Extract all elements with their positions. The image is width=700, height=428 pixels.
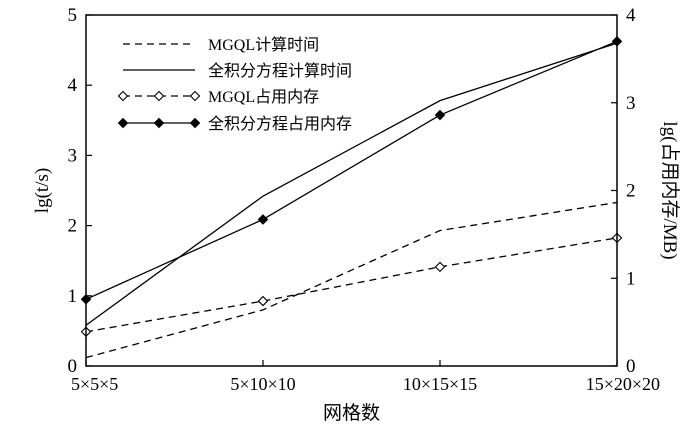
legend-marker xyxy=(117,90,129,102)
legend-marker xyxy=(117,117,129,129)
y-left-axis-title: lg(t/s) xyxy=(32,168,53,213)
x-tick-label: 5×5×5 xyxy=(71,374,118,394)
legend-label: MGQL计算时间 xyxy=(208,35,319,54)
series-line xyxy=(85,42,618,326)
x-tick-label: 15×20×20 xyxy=(586,374,660,394)
series-line xyxy=(85,40,618,300)
legend-marker xyxy=(189,117,201,129)
data-point xyxy=(257,295,269,307)
legend-label: 全积分方程占用内存 xyxy=(208,115,352,133)
legend-item: 全积分方程计算时间 xyxy=(123,61,352,80)
legend-marker xyxy=(189,90,201,102)
y-left-tick-label: 2 xyxy=(68,216,78,237)
y-left-tick-label: 1 xyxy=(68,286,78,307)
series-mgql xyxy=(85,201,618,359)
series-layer xyxy=(80,36,623,359)
x-tick-label: 10×15×15 xyxy=(403,374,477,394)
data-point xyxy=(257,214,269,225)
y-left-tick-label: 0 xyxy=(68,356,78,377)
legend-marker xyxy=(153,90,165,102)
legend-marker xyxy=(153,117,165,129)
y-right-axis-title: lg(占用内存/MB) xyxy=(659,121,681,259)
series-line xyxy=(85,201,618,359)
y-left-tick-label: 3 xyxy=(68,145,78,166)
legend-item: MGQL计算时间 xyxy=(123,35,319,54)
y-right-tick-label: 0 xyxy=(626,356,636,377)
labels-layer: 0 1 2 3 4 5 0 1 2 3 4 5×5×5 5×10×10 10×15×15 15×20×20 网… xyxy=(32,5,681,424)
data-point xyxy=(434,109,446,121)
legend-label: 全积分方程计算时间 xyxy=(208,61,352,80)
y-right-tick-label: 4 xyxy=(626,5,636,26)
y-left-tick-label: 5 xyxy=(68,5,78,26)
series-mgql xyxy=(80,232,623,338)
x-tick-label: 5×10×10 xyxy=(230,374,295,394)
y-left-tick-label: 4 xyxy=(68,75,78,96)
legend-item: 全积分方程占用内存 xyxy=(117,115,352,133)
series-item xyxy=(85,42,618,326)
legend-label: MGQL占用内存 xyxy=(208,88,319,106)
series-item xyxy=(80,36,623,305)
ticks-layer xyxy=(85,14,618,367)
y-right-tick-label: 3 xyxy=(626,93,636,114)
y-right-tick-label: 2 xyxy=(626,181,636,202)
legend-item: MGQL占用内存 xyxy=(117,88,319,106)
x-axis-title: 网格数 xyxy=(323,402,380,424)
series-line xyxy=(85,237,618,333)
y-right-tick-label: 1 xyxy=(626,268,636,289)
data-point xyxy=(434,261,446,273)
